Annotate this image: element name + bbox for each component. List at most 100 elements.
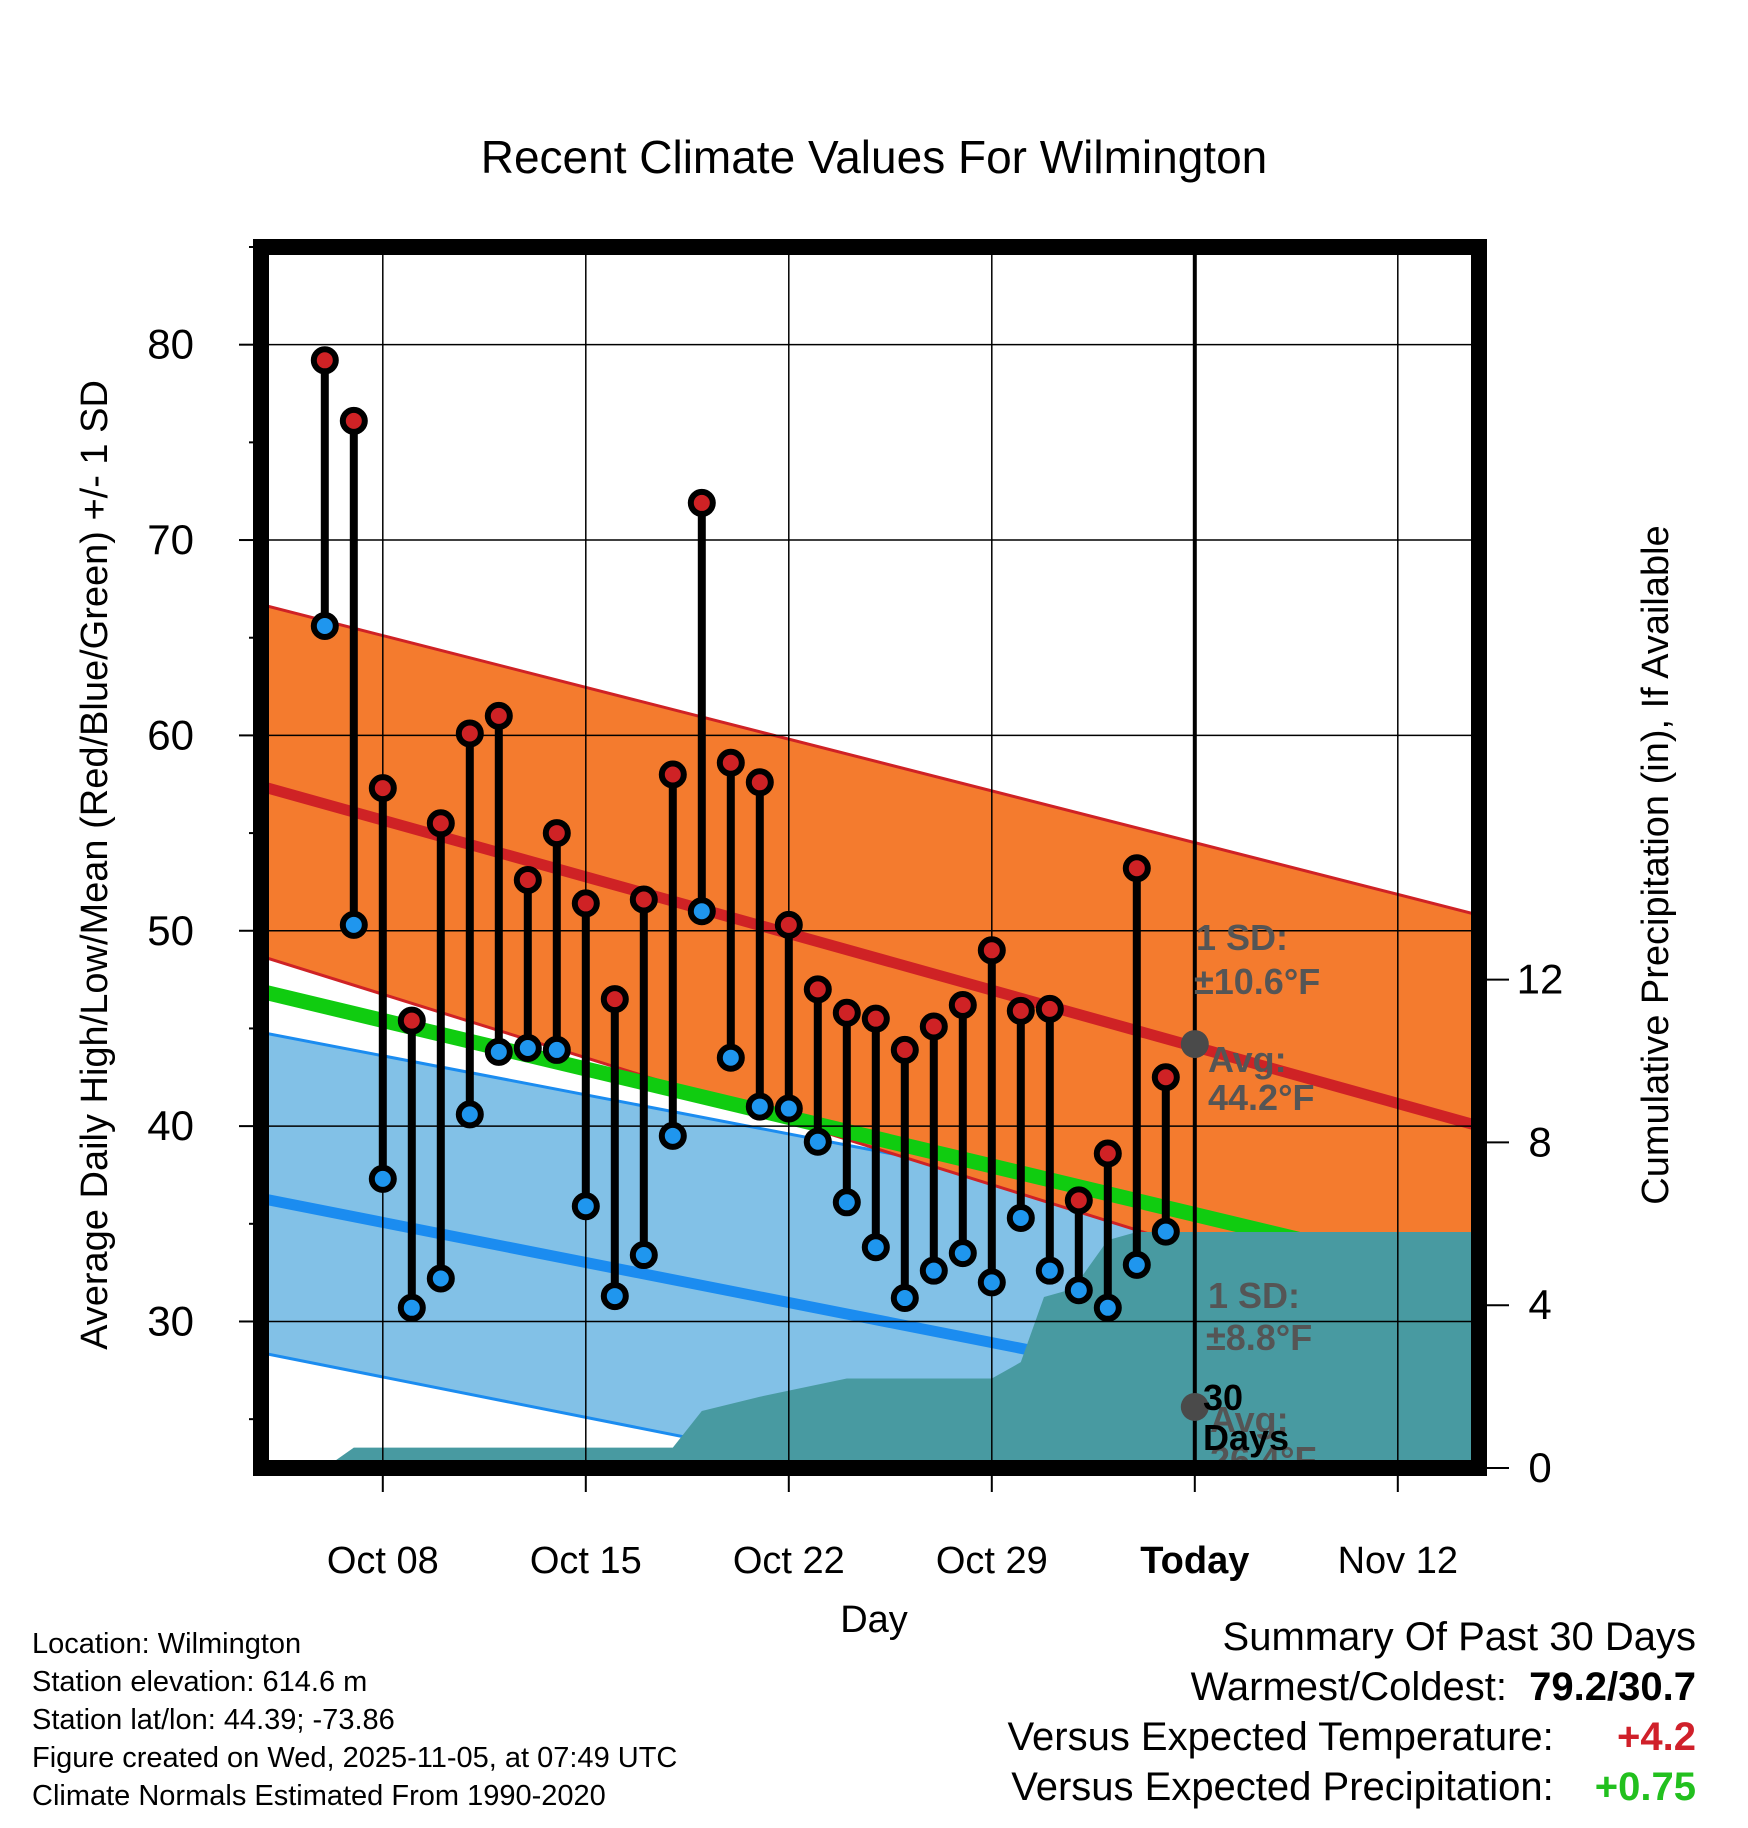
high-temp-point (426, 809, 455, 838)
low-temp-point (774, 1094, 803, 1123)
low-temp-point (1093, 1293, 1122, 1322)
low-temp-point (484, 1037, 513, 1066)
high-temp-point (484, 701, 513, 730)
high-temp-point (832, 998, 861, 1027)
low-temp-point (629, 1241, 658, 1270)
x-tick-label: Nov 12 (1338, 1540, 1458, 1582)
high-temp-point (687, 488, 716, 517)
low-temp-point (658, 1121, 687, 1150)
high-temp-point (716, 748, 745, 777)
y-tick-label-left: 40 (147, 1102, 194, 1149)
plot-inner (261, 247, 1479, 1468)
high-temp-point (774, 910, 803, 939)
info-location: Location: Wilmington (32, 1628, 302, 1660)
x-tick-label: Oct 29 (936, 1540, 1048, 1582)
x-tick-label: Today (1140, 1540, 1249, 1582)
summary-panel: Summary Of Past 30 Days Warmest/Coldest:… (1008, 1612, 1696, 1812)
summary-precip-value: +0.75 (1594, 1765, 1696, 1809)
station-info: Location: Wilmington Station elevation: … (32, 1625, 677, 1815)
precip-days-label-line1: 30 (1203, 1377, 1243, 1418)
low-temp-point (803, 1127, 832, 1156)
low-temp-point (542, 1035, 571, 1064)
high-temp-point (542, 819, 571, 848)
low-temp-point (832, 1188, 861, 1217)
y-tick-label-right: 4 (1528, 1281, 1551, 1328)
high-temp-point (513, 865, 542, 894)
summary-warm-value: 79.2/30.7 (1529, 1665, 1696, 1709)
high-temp-point (1006, 996, 1035, 1025)
high-avg-annotation-line2: 44.2°F (1208, 1077, 1314, 1118)
low-temp-point (1035, 1256, 1064, 1285)
high-temp-point (658, 760, 687, 789)
low-temp-point (397, 1293, 426, 1322)
high-temp-point (803, 975, 832, 1004)
y-tick-label-right: 0 (1528, 1444, 1551, 1491)
low-temp-point (571, 1192, 600, 1221)
today-precip-marker (1180, 1392, 1209, 1421)
high-temp-point (368, 774, 397, 803)
summary-title: Summary Of Past 30 Days (1222, 1615, 1696, 1659)
low-sd-annotation-line1: 1 SD: (1208, 1275, 1300, 1316)
high-temp-point (339, 406, 368, 435)
x-tick-label: Oct 22 (733, 1540, 845, 1582)
low-temp-point (861, 1233, 890, 1262)
low-temp-point (310, 611, 339, 640)
low-temp-point (426, 1264, 455, 1293)
low-sd-lower-line (261, 1351, 849, 1468)
low-temp-point (687, 897, 716, 926)
high-temp-point (977, 936, 1006, 965)
y-tick-label-left: 60 (147, 711, 194, 758)
high-temp-point (1151, 1063, 1180, 1092)
high-temp-point (1122, 854, 1151, 883)
normal-high-line (261, 780, 1479, 1132)
y-tick-label-left: 50 (147, 907, 194, 954)
low-temp-point (1151, 1217, 1180, 1246)
high-avg-annotation-line1: Avg: (1208, 1039, 1287, 1080)
high-temp-point (919, 1012, 948, 1041)
chart-title: Recent Climate Values For Wilmington (481, 131, 1268, 183)
summary-precip-row: Versus Expected Precipitation: +0.75 (1008, 1762, 1696, 1812)
low-temp-point (339, 910, 368, 939)
y-tick-label-right: 12 (1517, 956, 1564, 1003)
summary-temp-value: +4.2 (1617, 1715, 1696, 1759)
plot-frame (253, 239, 1487, 1476)
low-temp-point (977, 1268, 1006, 1297)
summary-precip-label: Versus Expected Precipitation: (1011, 1765, 1554, 1809)
info-latlon: Station lat/lon: 44.39; -73.86 (32, 1704, 395, 1736)
low-temp-point (600, 1282, 629, 1311)
low-avg-annotation-line1: Avg: (1210, 1399, 1289, 1440)
y-tick-label-left: 70 (147, 516, 194, 563)
high-temp-point (861, 1004, 890, 1033)
low-temp-point (1064, 1276, 1093, 1305)
high-sd-band (261, 604, 1479, 1338)
low-temp-point (455, 1100, 484, 1129)
x-axis-label: Day (840, 1599, 908, 1641)
low-temp-point (919, 1256, 948, 1285)
low-temp-point (745, 1092, 774, 1121)
summary-temp-label: Versus Expected Temperature: (1007, 1715, 1554, 1759)
low-temp-point (890, 1284, 919, 1313)
y-tick-label-left: 80 (147, 321, 194, 368)
high-temp-point (1093, 1139, 1122, 1168)
high-sd-annotation-line1: 1 SD: (1196, 917, 1288, 958)
high-temp-point (1064, 1186, 1093, 1215)
high-temp-point (890, 1035, 919, 1064)
summary-temp-row: Versus Expected Temperature: +4.2 (1008, 1712, 1696, 1762)
x-tick-label: Oct 08 (327, 1540, 439, 1582)
low-temp-point (948, 1239, 977, 1268)
high-temp-point (397, 1006, 426, 1035)
low-temp-point (513, 1033, 542, 1062)
summary-warm-row: Warmest/Coldest: 79.2/30.7 (1008, 1662, 1696, 1712)
high-temp-point (1035, 994, 1064, 1023)
info-elevation: Station elevation: 614.6 m (32, 1666, 368, 1698)
precip-days-label-line2: Days (1203, 1417, 1289, 1458)
high-sd-upper-line (261, 603, 1479, 917)
high-temp-point (310, 346, 339, 375)
info-created: Figure created on Wed, 2025-11-05, at 07… (32, 1742, 678, 1774)
today-temp-marker (1180, 1030, 1209, 1059)
low-temp-point (368, 1164, 397, 1193)
info-normals: Climate Normals Estimated From 1990-2020 (32, 1780, 606, 1812)
high-sd-annotation-line2: ±10.6°F (1194, 961, 1320, 1002)
